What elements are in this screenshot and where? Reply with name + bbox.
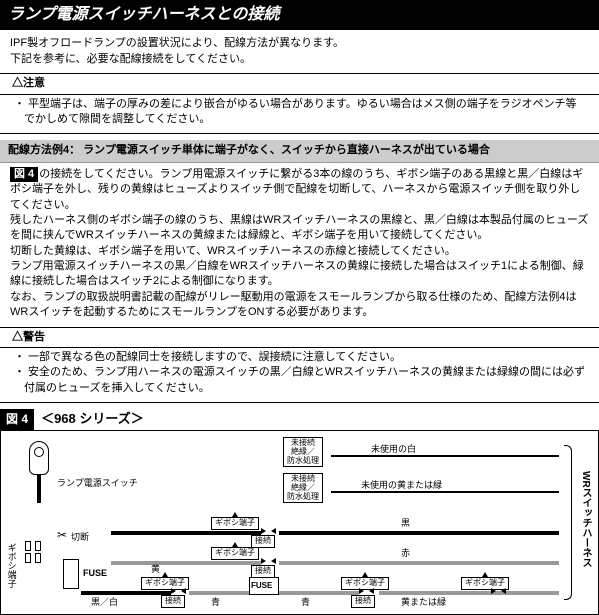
wire-red: [279, 561, 559, 565]
unused-yg-label: 未使用の黄または緑: [361, 479, 442, 492]
warning-b1: ・ 一部で異なる色の配線同士を接続しますので、誤接続に注意してください。: [24, 350, 587, 365]
main-title: ランプ電源スイッチハーネスとの接続: [0, 0, 599, 30]
unused-white-label: 未使用の白: [371, 443, 416, 456]
tri-icon: [171, 588, 176, 594]
tri-icon: [501, 588, 506, 594]
gibo-box-yellow: ギボシ端子: [211, 547, 259, 560]
yg-label: 黄または緑: [401, 596, 446, 609]
connector-icon: [35, 541, 41, 551]
lamp-switch-ring-icon: [34, 447, 44, 457]
intro-line-2: 下記を参考に、必要な配線接続をしてください。: [10, 52, 589, 67]
scissors-icon: ✂: [57, 527, 67, 544]
method-p5: なお、ランプの取扱説明書記載の配線がリレー駆動用の電源をスモールランプから取る仕…: [10, 290, 589, 321]
intro-block: IPF製オフロードランプの設置状況により、配線方法が異なります。 下記を参考に、…: [0, 30, 599, 71]
fuse-label-2: FUSE: [251, 580, 272, 591]
unconnected-box-2: 未接続 絶縁／ 防水処理: [283, 473, 323, 503]
warning-b2: ・ 安全のため、ランプ用ハーネスの電源スイッチの黒／白線とWRスイッチハーネスの…: [24, 365, 587, 396]
tri-icon: [369, 588, 374, 594]
gibo-box-blue: ギボシ端子: [341, 577, 389, 590]
tri-icon: [491, 588, 496, 594]
connector-icon: [25, 541, 31, 551]
gibo-box-black: ギボシ端子: [211, 517, 259, 530]
harness-bracket-icon: [564, 445, 572, 600]
black-label: 黒: [401, 517, 410, 530]
connector-icon: [25, 553, 31, 563]
attention-body: ・ 平型端子は、端子の厚みの差により嵌合がゆるい場合があります。ゆるい場合はメス…: [0, 95, 599, 135]
black-white-label: 黒／白: [91, 596, 118, 609]
method-body: 図 4の接続をしてください。ランプ用電源スイッチに繋がる3本の線のうち、ギボシ端…: [0, 163, 599, 323]
wire-blackwhite: [81, 591, 171, 595]
fuse-label-1: FUSE: [83, 567, 107, 580]
gibo-terminal-vertical-label: ギボシ端子: [5, 543, 18, 588]
switch-stem-icon: [37, 475, 41, 503]
unconnected-box-1: 未接続 絶縁／ 防水処理: [283, 437, 323, 467]
wr-harness-label: WRスイッチハーネス: [578, 471, 592, 568]
wire-blue-1: [189, 591, 249, 595]
lamp-switch-label: ランプ電源スイッチ: [57, 477, 138, 490]
cut-label: 切断: [71, 531, 89, 544]
tri-icon: [261, 558, 266, 564]
gibo-label: ギボシ端子: [465, 578, 505, 587]
tri-icon: [271, 558, 276, 564]
gibo-label: ギボシ端子: [215, 548, 255, 557]
wire-white: [331, 455, 559, 457]
connector-icon: [35, 553, 41, 563]
method-p3: 切断した黄線は、ギボシ端子を用いて、WRスイッチハーネスの赤線と接続してください…: [10, 244, 589, 259]
wire-yg: [379, 591, 559, 595]
method-p1-text: の接続をしてください。ランプ用電源スイッチに繋がる3本の線のうち、ギボシ端子のあ…: [10, 168, 583, 211]
wire-black-right: [279, 531, 559, 535]
wire-yellow: [111, 561, 261, 565]
connect-box-black: 接続: [251, 535, 275, 548]
method-p4: ランプ用電源スイッチハーネスの黒／白線をWRスイッチハーネスの黄線に接続した場合…: [10, 259, 589, 290]
warning-header: △警告: [0, 327, 599, 348]
gibo-label: ギボシ端子: [345, 578, 385, 587]
connect-box-bw1: 接続: [161, 595, 185, 608]
yellow-label: 黄: [151, 563, 160, 576]
wire-black-left: [111, 531, 261, 535]
fuse-box-icon: [63, 559, 79, 589]
attention-header: △注意: [0, 73, 599, 94]
method-header: 配線方法例4： ランプ電源スイッチ単体に端子がなく、スイッチから直接ハーネスが出…: [0, 140, 599, 162]
blue-label-2: 青: [301, 596, 310, 609]
tri-icon: [271, 528, 276, 534]
diagram-title-row: 図 4 ＜968 シリーズ＞: [0, 409, 599, 430]
connect-box-blue: 接続: [351, 595, 375, 608]
warning-body: ・ 一部で異なる色の配線同士を接続しますので、誤接続に注意してください。 ・ 安…: [0, 348, 599, 403]
method-p1: 図 4の接続をしてください。ランプ用電源スイッチに繋がる3本の線のうち、ギボシ端…: [10, 167, 589, 213]
gibo-label: ギボシ端子: [145, 578, 185, 587]
method-p2: 残したハーネス側のギボシ端子の線のうち、黒線はWRスイッチハーネスの黒線と、黒／…: [10, 213, 589, 244]
wire-blue-2: [279, 591, 359, 595]
intro-line-1: IPF製オフロードランプの設置状況により、配線方法が異なります。: [10, 36, 589, 51]
red-label: 赤: [401, 547, 410, 560]
diagram-series: ＜968 シリーズ＞: [41, 410, 144, 428]
wire-yg-unused: [331, 491, 559, 493]
connect-box-yellow: 接続: [251, 565, 275, 578]
tri-icon: [181, 588, 186, 594]
blue-label-1: 青: [211, 596, 220, 609]
wiring-diagram: ランプ電源スイッチ ギボシ端子 ✂ 切断 FUSE 未接続 絶縁／ 防水処理 未…: [0, 430, 599, 615]
tri-icon: [359, 588, 364, 594]
tri-icon: [261, 528, 266, 534]
gibo-label: ギボシ端子: [215, 518, 255, 527]
diagram-badge: 図 4: [0, 409, 34, 430]
fig-badge-inline: 図 4: [10, 167, 38, 182]
